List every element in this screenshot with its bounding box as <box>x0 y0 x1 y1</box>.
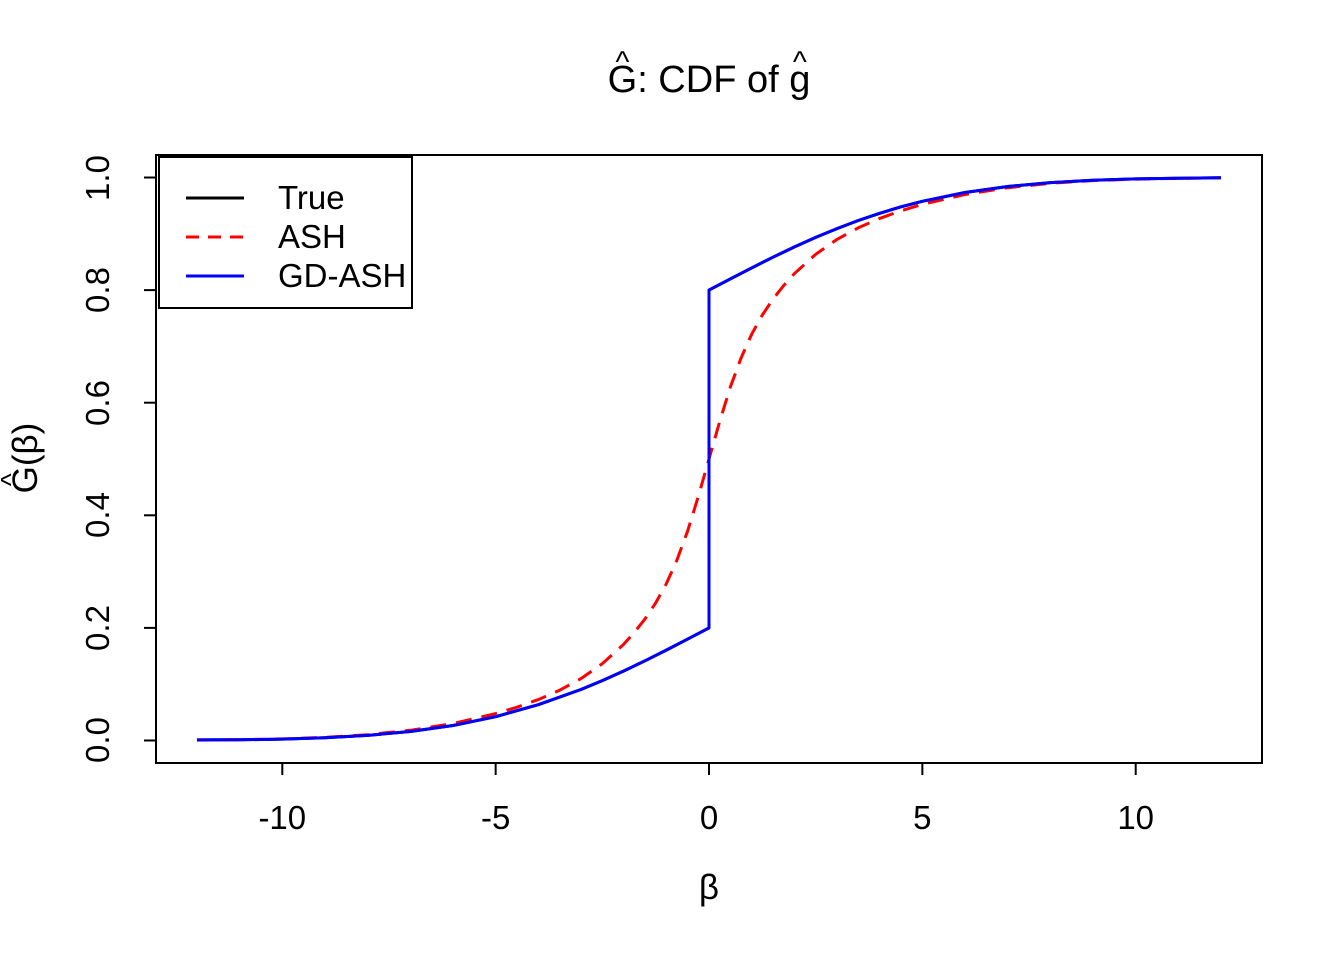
legend: True ASH GD-ASH <box>158 156 413 309</box>
y-tick-label: 0.6 <box>79 379 116 426</box>
hat-accent-icon: ^ <box>615 45 630 79</box>
y-tick-label: 0.0 <box>79 717 116 764</box>
axis-ticks <box>144 176 1137 775</box>
x-axis-label: β <box>698 868 720 907</box>
ylabel-rest: (β) <box>6 422 45 467</box>
x-tick-label: -5 <box>480 799 511 836</box>
title-letter-g: g <box>789 59 811 101</box>
x-tick-label: 10 <box>1117 799 1155 836</box>
legend-item-true: True <box>160 179 411 217</box>
legend-line-ash <box>186 235 244 239</box>
title-letter-G: G <box>607 59 638 101</box>
plot-title: ^ G: CDF of ^ g <box>156 48 1262 102</box>
g-hat-lower: ^ g <box>789 48 811 102</box>
legend-label-gd-ash: GD-ASH <box>278 257 407 294</box>
hat-accent-icon: ^ <box>0 473 26 486</box>
g-hat-yaxis: ^G <box>0 466 46 493</box>
y-tick-label: 0.8 <box>79 267 116 314</box>
y-tick-label: 0.4 <box>79 492 116 539</box>
legend-label-true: True <box>278 179 345 216</box>
legend-item-gd-ash: GD-ASH <box>160 257 411 295</box>
legend-item-ash: ASH <box>160 218 411 256</box>
x-tick-label: 0 <box>699 799 719 836</box>
series-gd-ash-line <box>196 176 1222 742</box>
plot-box <box>155 154 1263 764</box>
title-text: : CDF of <box>637 59 790 101</box>
x-tick-label: 5 <box>913 799 932 836</box>
x-tick-label: -10 <box>258 799 307 836</box>
legend-label-ash: ASH <box>278 218 346 255</box>
y-tick-label: 0.2 <box>79 604 116 651</box>
legend-line-gd-ash <box>186 274 244 278</box>
y-tick-label: 1.0 <box>79 154 116 201</box>
g-hat-upper: ^ G <box>607 48 638 102</box>
legend-line-true <box>186 196 244 200</box>
y-axis-label: ^G(β) <box>0 398 46 518</box>
curves-layer <box>196 176 1222 742</box>
hat-accent-icon: ^ <box>792 45 807 79</box>
